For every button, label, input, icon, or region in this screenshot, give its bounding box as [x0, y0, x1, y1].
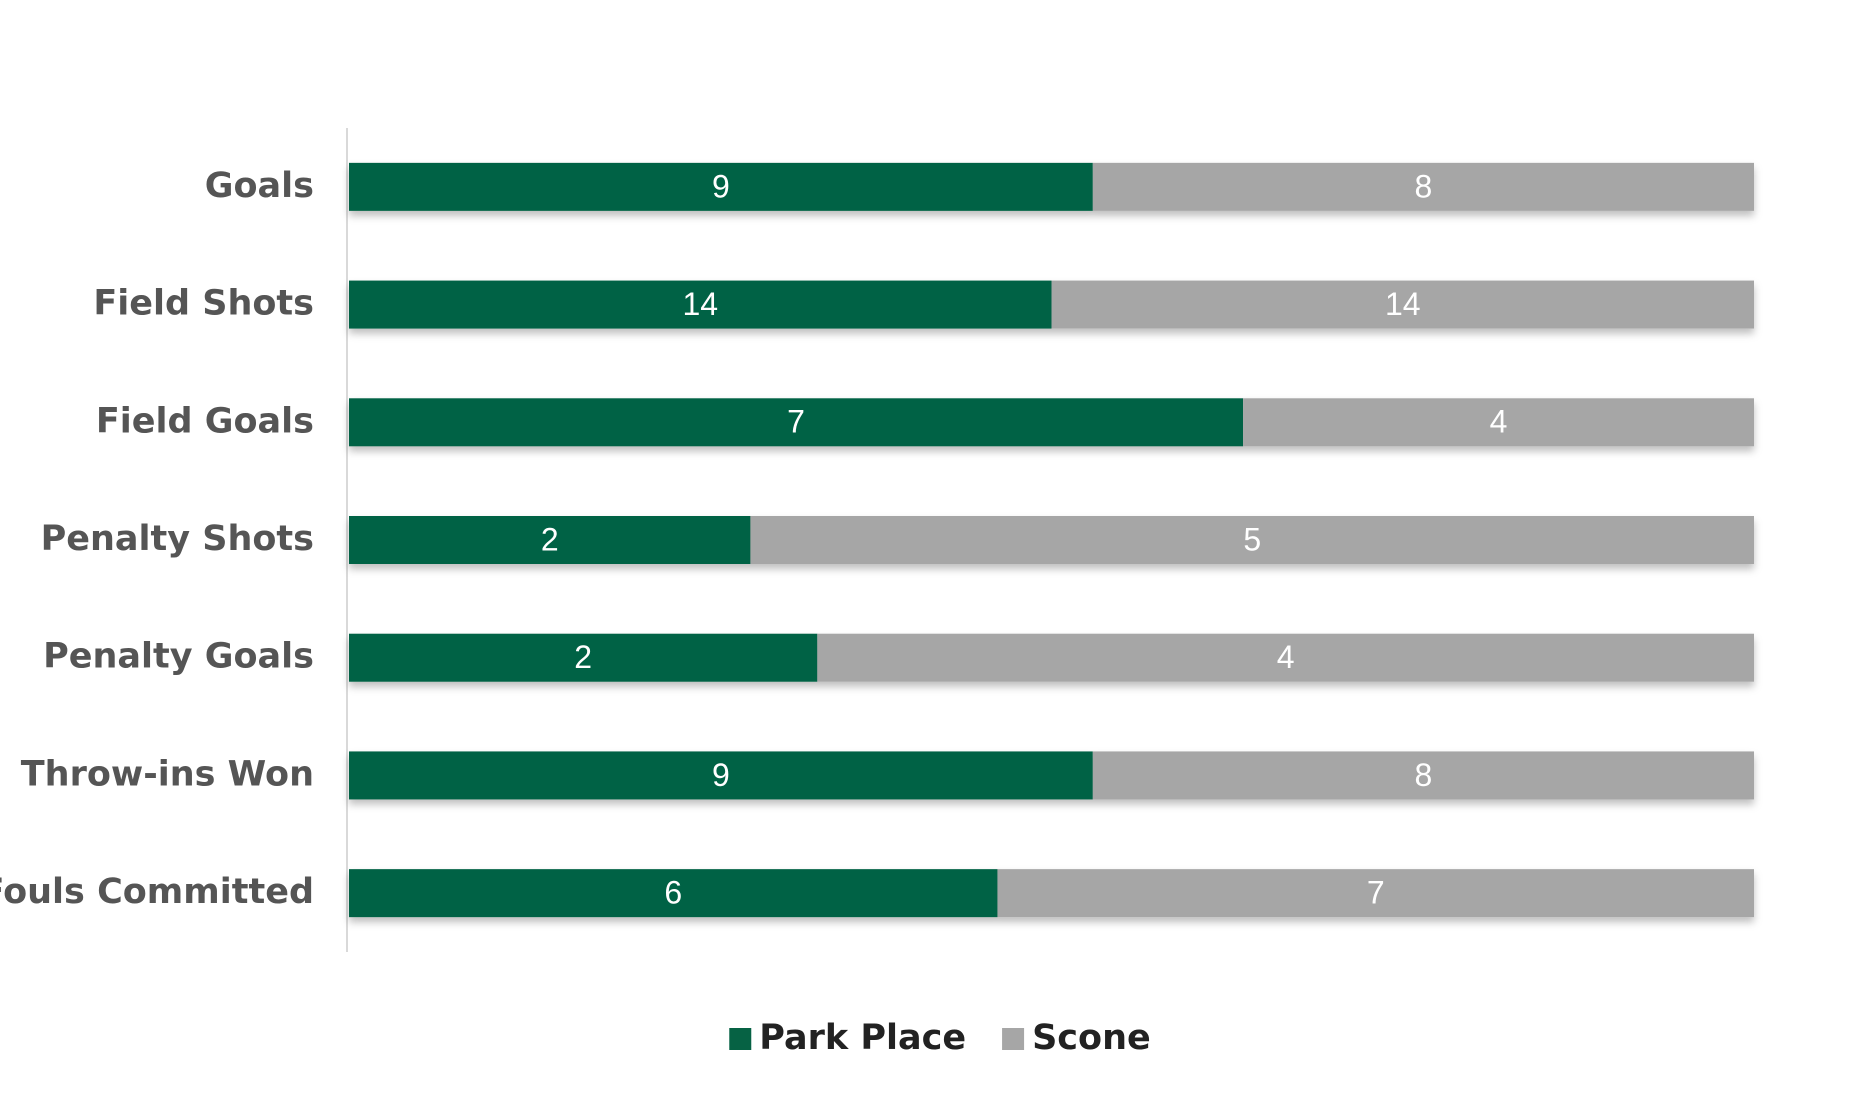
bar-group [349, 280, 1754, 329]
legend-label: Park Place [759, 1018, 966, 1058]
bar-group [349, 162, 1754, 211]
data-label: 9 [712, 757, 730, 793]
category-label: Field Goals [96, 401, 314, 441]
data-label: 5 [1243, 521, 1261, 557]
data-label: 7 [1367, 875, 1385, 911]
bar-group [349, 633, 1754, 682]
category-label: Throw-ins Won [21, 754, 314, 794]
bar-segment [349, 280, 1052, 329]
bar-segment [349, 633, 818, 682]
bar-segment [349, 751, 1093, 800]
bar-segment [349, 516, 751, 564]
data-label: 4 [1277, 639, 1295, 675]
category-label: Goals [205, 166, 314, 206]
legend-label: Scone [1032, 1018, 1151, 1058]
bar-segment [997, 869, 1754, 918]
data-label: 2 [574, 639, 592, 675]
category-label: Fouls Committed [0, 872, 314, 912]
data-label: 6 [664, 875, 682, 911]
category-label: Penalty Goals [43, 637, 314, 677]
data-label: 8 [1415, 757, 1433, 793]
data-label: 2 [541, 521, 559, 557]
bar-segment [1051, 280, 1754, 329]
bar-segment [1092, 751, 1754, 800]
category-label: Field Shots [93, 284, 314, 324]
bar-segment [1092, 162, 1754, 211]
data-label: 14 [682, 286, 718, 322]
bar-group [349, 869, 1754, 918]
data-label: 8 [1415, 168, 1433, 204]
category-label: Penalty Shots [41, 519, 314, 559]
bar-group [349, 398, 1754, 447]
bar-segment [349, 162, 1093, 211]
bar-segment [817, 633, 1754, 682]
bar-segment [750, 516, 1754, 564]
bar-segment [1243, 398, 1754, 447]
legend-swatch [729, 1028, 752, 1050]
data-label: 4 [1490, 404, 1508, 440]
bar-segment [349, 398, 1244, 447]
data-label: 9 [712, 168, 730, 204]
bar-segment [349, 869, 998, 918]
bar-group [349, 751, 1754, 800]
legend-swatch [1002, 1028, 1025, 1050]
data-label: 14 [1385, 286, 1421, 322]
data-label: 7 [787, 404, 805, 440]
bar-group [349, 516, 1754, 564]
